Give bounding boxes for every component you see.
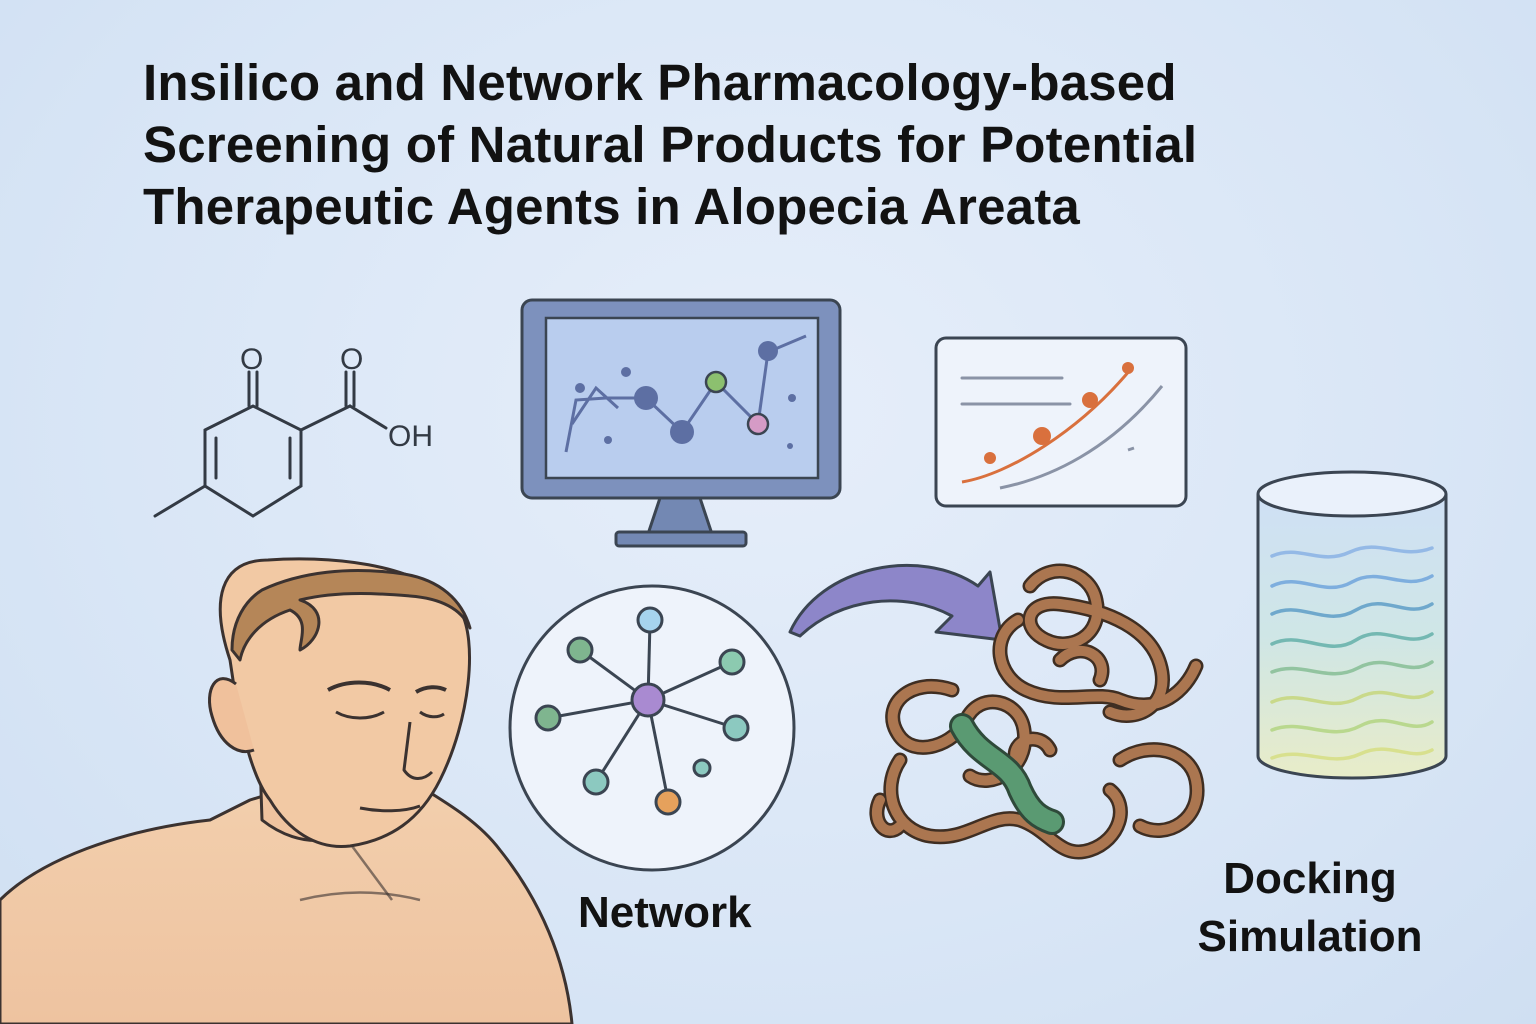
- protein-structure: [869, 563, 1205, 860]
- molecule-o-left: O: [240, 343, 263, 376]
- side-chain-bond: [299, 404, 352, 432]
- docking-simulation-label: Docking Simulation: [1180, 850, 1440, 966]
- hydroxyl-bond: [348, 404, 388, 430]
- simulation-cylinder: [1256, 470, 1448, 780]
- carbonyl-left-bond: [247, 370, 259, 408]
- network-label: Network: [578, 888, 752, 937]
- ring-bonds: [203, 404, 303, 518]
- monitor-icon: [520, 298, 842, 548]
- eye-right: [419, 710, 445, 719]
- ear: [208, 677, 255, 753]
- molecule-structure: [153, 370, 388, 518]
- title-line-2: Screening of Natural Products for Potent…: [143, 116, 1198, 173]
- docking-label-line-2: Simulation: [1197, 912, 1423, 961]
- network-hub-node: [630, 682, 666, 718]
- methyl-bond: [153, 484, 207, 518]
- molecule-o-right: O: [340, 343, 363, 376]
- eye-left: [335, 710, 385, 720]
- diagram-title: Insilico and Network Pharmacology-based …: [143, 52, 1197, 238]
- mouth: [359, 804, 421, 813]
- plot-card: [934, 336, 1188, 508]
- title-line-1: Insilico and Network Pharmacology-based: [143, 54, 1177, 111]
- eyebrow-right: [414, 685, 447, 694]
- docking-label-line-1: Docking: [1223, 854, 1397, 903]
- hair: [230, 569, 472, 662]
- curved-arrow: [788, 564, 1004, 642]
- network-diagram: [508, 584, 796, 872]
- eyebrow-left: [327, 680, 391, 692]
- carbonyl-right-bond: [344, 370, 356, 408]
- person-illustration: [0, 557, 574, 1024]
- molecule-oh: OH: [388, 420, 433, 453]
- neck-line: [350, 845, 394, 901]
- chest-line: [299, 891, 421, 902]
- title-line-3: Therapeutic Agents in Alopecia Areata: [143, 178, 1080, 235]
- nose: [402, 721, 434, 780]
